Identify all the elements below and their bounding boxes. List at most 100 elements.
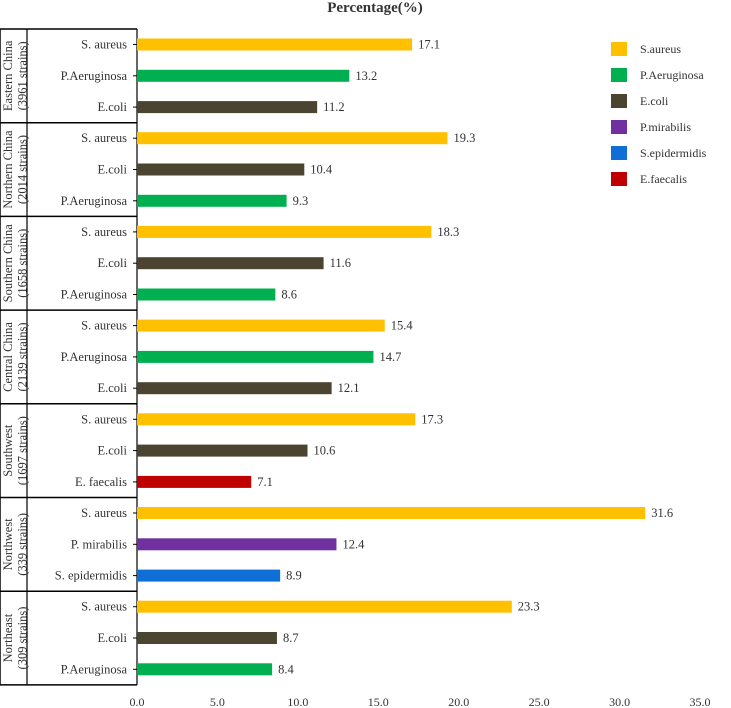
x-tick-label: 0.0 [130, 695, 145, 708]
group-label: Southern China(1658 strains) [1, 224, 29, 303]
category-label: E.coli [97, 163, 127, 177]
bar-e-coli [137, 163, 305, 176]
bar-p-aeruginosa [137, 194, 287, 207]
data-label: 11.2 [323, 100, 344, 114]
category-label: E.coli [97, 100, 127, 114]
data-label: 8.7 [283, 631, 299, 645]
bar-s-aureus [137, 600, 512, 613]
category-label: E.coli [97, 256, 127, 270]
category-label: E.coli [97, 444, 127, 458]
bar-p-aeruginosa [137, 69, 350, 82]
group-region-name: Southwest [1, 424, 15, 477]
legend-swatch [611, 94, 627, 108]
data-label: 8.4 [278, 662, 294, 676]
bar-e-coli [137, 444, 308, 457]
legend-label: P.mirabilis [640, 120, 691, 134]
data-label: 7.1 [257, 475, 273, 489]
category-label: S. aureus [81, 319, 127, 333]
group-strain-count: (309 strains) [16, 607, 30, 670]
data-label: 17.1 [418, 38, 440, 52]
legend-label: E.coli [640, 94, 669, 108]
category-label: P.Aeruginosa [61, 69, 128, 83]
bar-s-aureus [137, 132, 448, 145]
category-label: P.Aeruginosa [61, 194, 128, 208]
data-label: 31.6 [651, 506, 673, 520]
x-tick-label: 35.0 [690, 695, 711, 708]
group-strain-count: (3961 strains) [16, 41, 30, 110]
data-label: 11.6 [330, 256, 351, 270]
legend-label: S.epidermidis [640, 146, 707, 160]
group-strain-count: (1697 strains) [16, 416, 30, 485]
category-label: P. mirabilis [71, 537, 127, 551]
bar-s-aureus [137, 319, 385, 332]
group-region-name: Northwest [1, 518, 15, 571]
bar-p-mirabilis [137, 538, 337, 551]
bar-p-aeruginosa [137, 663, 273, 676]
group-region-name: Northern China [1, 130, 15, 209]
bar-e-coli [137, 632, 277, 644]
category-label: E.coli [97, 381, 127, 395]
legend-swatch [611, 42, 627, 56]
data-label: 13.2 [355, 69, 377, 83]
x-tick-label: 30.0 [609, 695, 630, 708]
category-label: S. epidermidis [55, 569, 127, 583]
group-label: Eastern China(3961 strains) [1, 40, 29, 111]
chart-title: Percentage(%) [327, 0, 423, 16]
category-label: E. faecalis [75, 475, 127, 489]
legend-label: E.faecalis [640, 172, 687, 186]
data-label: 17.3 [421, 412, 443, 426]
category-label: P.Aeruginosa [61, 288, 128, 302]
bar-s-aureus [137, 413, 416, 426]
category-label: S. aureus [81, 600, 127, 614]
category-label: S. aureus [81, 506, 127, 520]
legend-swatch [611, 120, 627, 134]
data-label: 12.1 [338, 381, 360, 395]
group-label: Northwest(339 strains) [1, 513, 29, 576]
data-label: 10.4 [310, 163, 333, 177]
data-label: 8.6 [281, 288, 297, 302]
x-tick-label: 20.0 [448, 695, 469, 708]
group-label: Northern China(2014 strains) [1, 130, 29, 209]
group-label: Northeast(309 strains) [1, 607, 29, 670]
category-label: S. aureus [81, 131, 127, 145]
bar-e-coli [137, 382, 332, 395]
x-tick-label: 5.0 [210, 695, 225, 708]
data-label: 10.6 [314, 444, 336, 458]
legend-swatch [611, 68, 627, 82]
bar-s-aureus [137, 38, 413, 51]
x-tick-label: 15.0 [368, 695, 389, 708]
bar-s-aureus [137, 225, 432, 238]
data-label: 23.3 [518, 600, 540, 614]
group-region-name: Southern China [1, 224, 15, 303]
legend-swatch [611, 146, 627, 160]
group-region-name: Northeast [1, 613, 15, 662]
group-strain-count: (2139 strains) [16, 322, 30, 391]
category-label: S. aureus [81, 412, 127, 426]
data-label: 15.4 [391, 319, 414, 333]
bar-s-epidermidis [137, 569, 281, 582]
data-label: 19.3 [453, 131, 475, 145]
bar-p-aeruginosa [137, 350, 374, 363]
group-label: Central China(2139 strains) [1, 322, 29, 392]
group-region-name: Central China [1, 322, 15, 392]
category-label: P.Aeruginosa [61, 350, 128, 364]
bar-p-aeruginosa [137, 288, 276, 301]
data-label: 8.9 [286, 569, 302, 583]
bar-e-coli [137, 257, 324, 270]
legend-label: S.aureus [640, 42, 681, 56]
bar-e-coli [137, 101, 318, 114]
legend-swatch [611, 172, 627, 186]
group-strain-count: (339 strains) [16, 513, 30, 576]
data-label: 12.4 [342, 537, 365, 551]
x-tick-label: 10.0 [287, 695, 308, 708]
group-strain-count: (1658 strains) [16, 229, 30, 298]
category-label: S. aureus [81, 38, 127, 52]
group-region-name: Eastern China [1, 40, 15, 111]
category-label: S. aureus [81, 225, 127, 239]
category-label: P.Aeruginosa [61, 662, 128, 676]
legend-label: P.Aeruginosa [640, 68, 704, 82]
category-label: E.coli [97, 631, 127, 645]
bar-e-faecalis [137, 475, 252, 488]
data-label: 14.7 [379, 350, 401, 364]
